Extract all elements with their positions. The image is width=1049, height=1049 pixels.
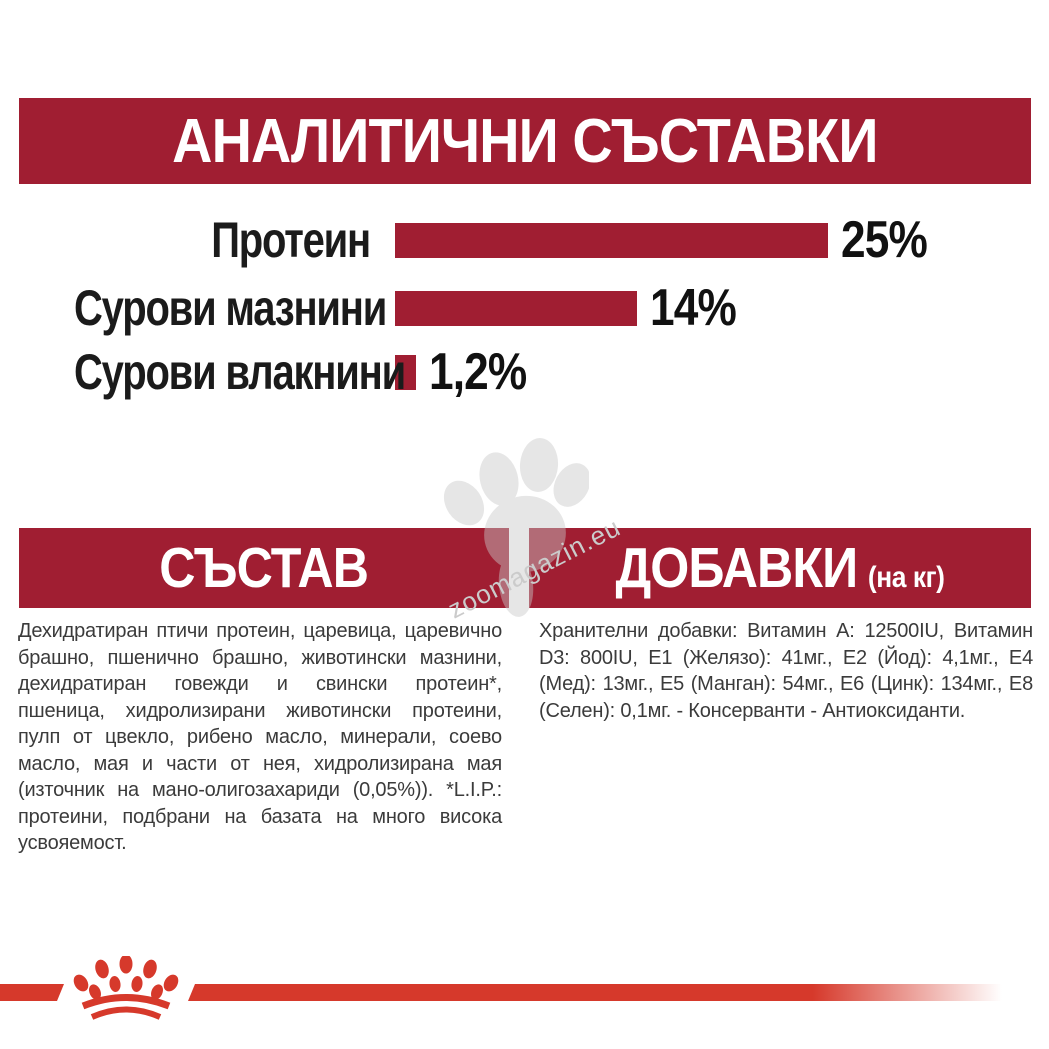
composition-banner: СЪСТАВ [19,528,509,608]
additives-heading-unit: (на кг) [867,561,945,594]
composition-heading: СЪСТАВ [159,536,370,600]
additives-heading: ДОБАВКИ [615,536,858,600]
additives-body: Хранителни добавки: Витамин A: 12500IU, … [539,620,1033,722]
footer-stripe-left [0,984,64,1001]
bar-label: Сурови влакнини [74,344,406,400]
chart-row-protein: Протеин 25% [0,211,1049,269]
bar-value: 14% [650,279,737,337]
additives-banner: ДОБАВКИ (на кг) [529,528,1031,608]
bar-crude-fibre [395,355,416,390]
chart-row-crude-fat: Сурови мазнини 14% [0,279,1049,337]
page-title: АНАЛИТИЧНИ СЪСТАВКИ [172,106,878,176]
composition-body: Дехидратиран птичи протеин, царевица, ца… [18,620,502,854]
footer-stripe-right [188,984,1010,1001]
analytical-components-banner: АНАЛИТИЧНИ СЪСТАВКИ [19,98,1031,184]
bar-label: Сурови мазнини [74,280,387,336]
bar-value: 25% [841,211,928,269]
bar-value: 1,2% [429,343,527,401]
bar-crude-fat [395,291,637,326]
bar-protein [395,223,828,258]
chart-row-crude-fibre: Сурови влакнини 1,2% [0,343,1049,401]
royal-canin-crown-icon [73,956,179,1020]
bar-label: Протеин [211,212,371,268]
